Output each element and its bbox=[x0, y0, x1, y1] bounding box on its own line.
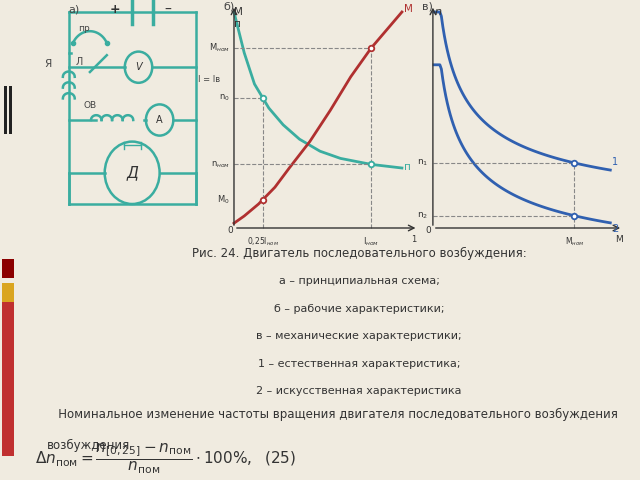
Text: 1 – естественная характеристика;: 1 – естественная характеристика; bbox=[258, 359, 460, 369]
Text: 0: 0 bbox=[227, 226, 233, 235]
Text: М: М bbox=[234, 7, 243, 17]
Text: n$_0$: n$_0$ bbox=[219, 93, 230, 103]
Text: n$_{ном}$: n$_{ном}$ bbox=[211, 159, 230, 169]
Text: б): б) bbox=[224, 1, 235, 12]
Text: $\Delta n_{\rm пом} = \dfrac{n_{[0,25]} - n_{\rm пом}}{n_{\rm пом}} \cdot 100\%,: $\Delta n_{\rm пом} = \dfrac{n_{[0,25]} … bbox=[35, 441, 296, 476]
Bar bbox=[4, 86, 7, 134]
Text: М$_{ном}$: М$_{ном}$ bbox=[209, 42, 230, 54]
Text: Д: Д bbox=[126, 165, 138, 180]
Text: 1: 1 bbox=[612, 156, 618, 167]
Text: А: А bbox=[156, 115, 163, 125]
Text: 1: 1 bbox=[412, 235, 417, 244]
Text: Я: Я bbox=[44, 59, 51, 69]
Text: М$_0$: М$_0$ bbox=[217, 193, 230, 206]
Text: V: V bbox=[135, 62, 142, 72]
Bar bbox=[9, 86, 12, 134]
Text: Номинальное изменение частоты вращения двигателя последовательного возбуждения: Номинальное изменение частоты вращения д… bbox=[47, 408, 618, 421]
Text: –: – bbox=[164, 2, 172, 17]
Text: в): в) bbox=[422, 1, 433, 12]
Text: Рис. 24. Двигатель последовательного возбуждения:: Рис. 24. Двигатель последовательного воз… bbox=[192, 247, 527, 260]
Text: n$_2$: n$_2$ bbox=[417, 210, 429, 221]
Text: М: М bbox=[404, 4, 413, 14]
Text: I$_{ном}$: I$_{ном}$ bbox=[363, 235, 380, 248]
Text: I = Iв: I = Iв bbox=[198, 74, 220, 84]
Text: n: n bbox=[435, 7, 442, 17]
Bar bbox=[3, 259, 13, 278]
Text: М$_{ном}$: М$_{ном}$ bbox=[564, 235, 584, 248]
Text: Л: Л bbox=[76, 57, 83, 67]
Text: пр: пр bbox=[77, 24, 90, 33]
Text: 2: 2 bbox=[612, 224, 619, 234]
Text: 2 – искусственная характеристика: 2 – искусственная характеристика bbox=[257, 386, 462, 396]
Text: б – рабочие характеристики;: б – рабочие характеристики; bbox=[274, 304, 444, 313]
Text: а): а) bbox=[69, 4, 80, 14]
Text: п: п bbox=[404, 162, 411, 172]
Text: ОВ: ОВ bbox=[83, 101, 97, 110]
Text: п: п bbox=[234, 19, 241, 29]
Text: а – принципиальная схема;: а – принципиальная схема; bbox=[279, 276, 440, 286]
Text: 0: 0 bbox=[426, 226, 431, 235]
Text: возбуждения: возбуждения bbox=[47, 439, 131, 452]
Text: +: + bbox=[110, 3, 120, 16]
Text: в – механические характеристики;: в – механические характеристики; bbox=[257, 331, 462, 341]
Text: 0,25I$_{ном}$: 0,25I$_{ном}$ bbox=[246, 235, 278, 248]
Bar bbox=[3, 302, 13, 456]
Bar bbox=[3, 283, 13, 302]
Text: М: М bbox=[615, 235, 623, 244]
Text: n$_1$: n$_1$ bbox=[417, 157, 429, 168]
